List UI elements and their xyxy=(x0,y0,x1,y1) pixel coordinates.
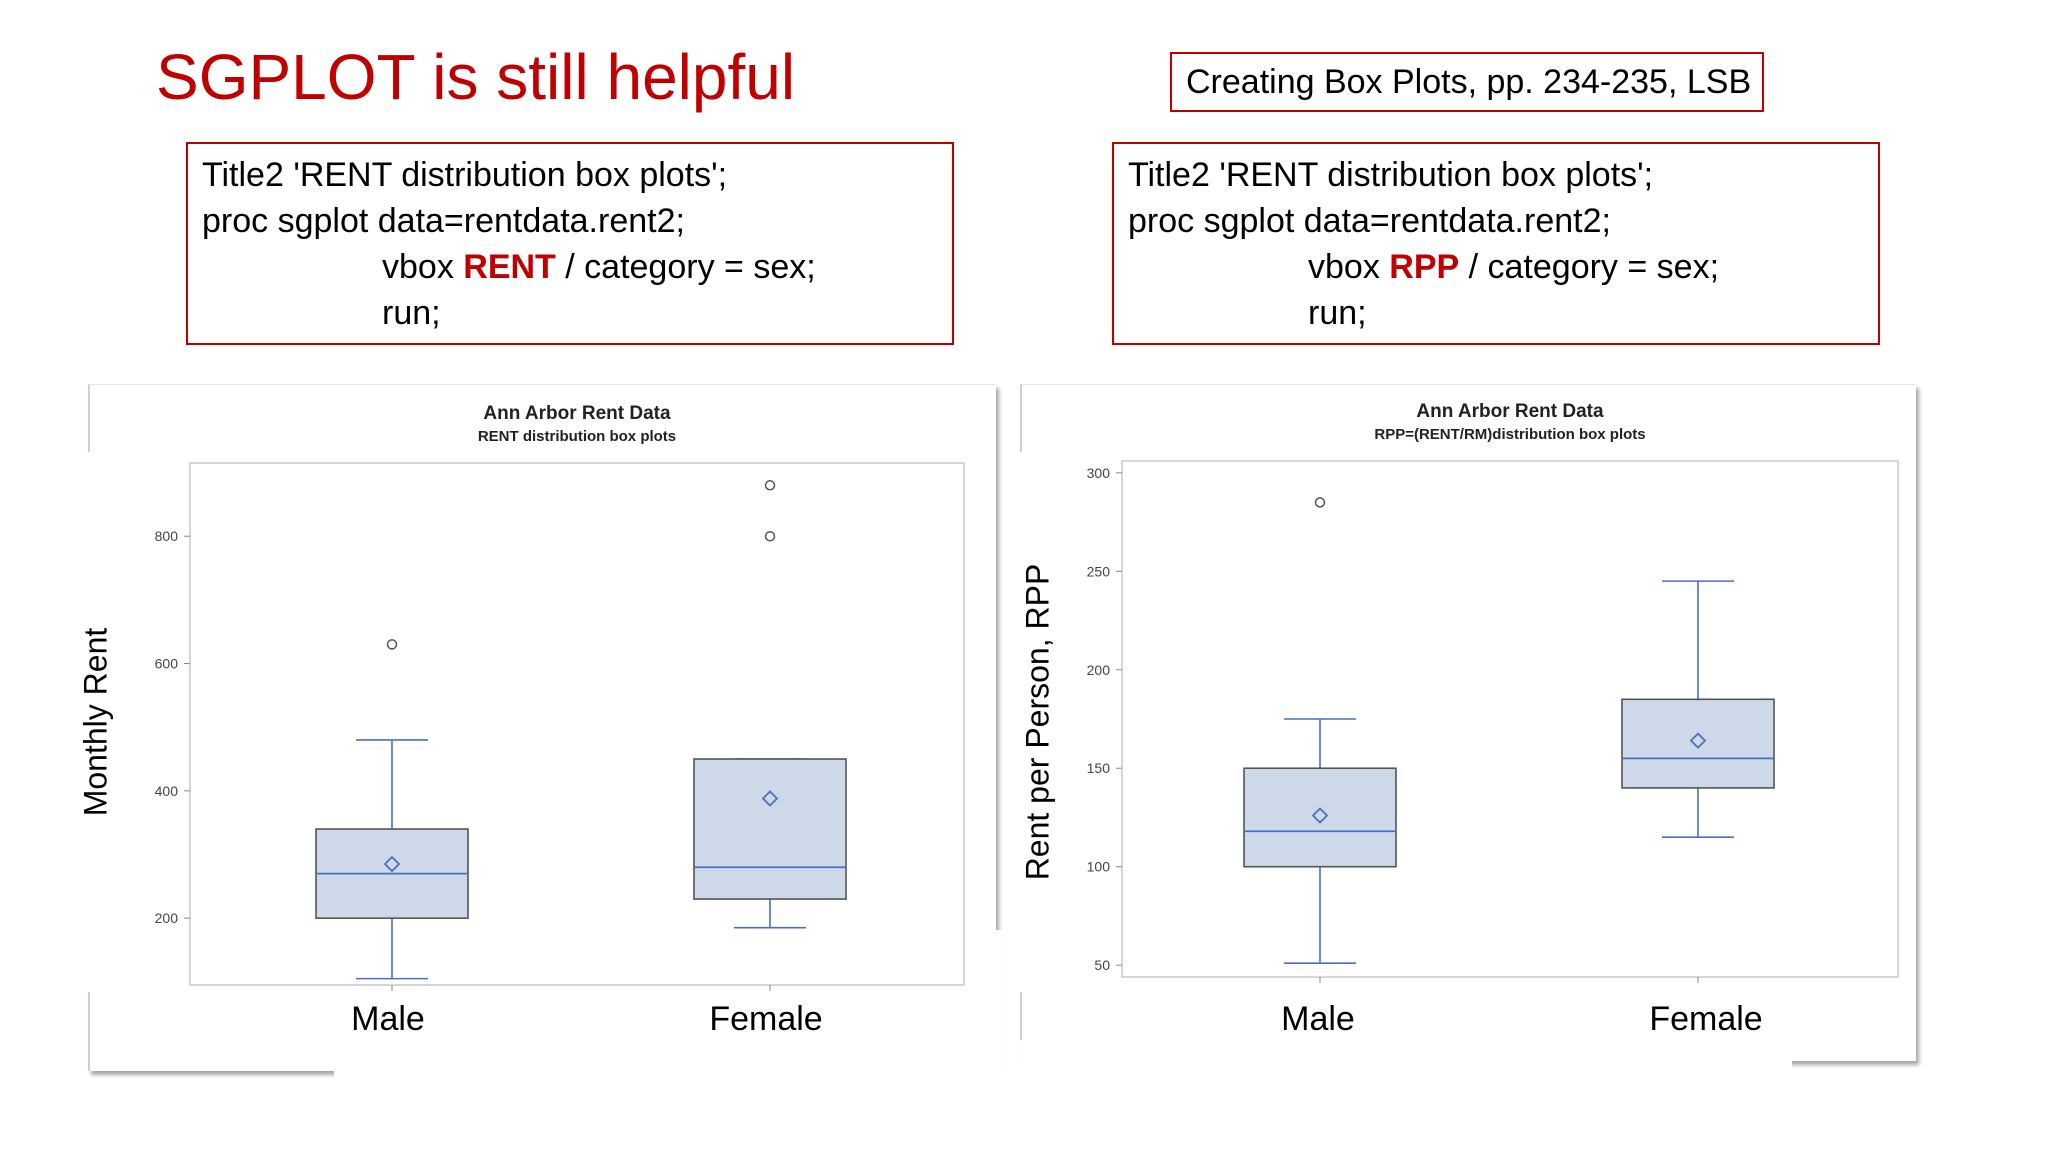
rent-box-plot: Ann Arbor Rent Data RENT distribution box… xyxy=(88,384,996,1071)
x-category-label: Female xyxy=(709,1000,823,1038)
y-axis-label-left: Monthly Rent xyxy=(77,627,114,817)
outlier-point xyxy=(764,530,776,542)
frame-gap xyxy=(1008,452,1030,992)
code-line-vbox: vbox RENT / category = sex; xyxy=(202,244,938,290)
reference-box: Creating Box Plots, pp. 234-235, LSB xyxy=(1170,52,1764,112)
x-category-label: Female xyxy=(1649,1000,1763,1038)
code-text: / category = sex; xyxy=(1459,248,1720,286)
plot-subtitle: RPP=(RENT/RM)distribution box plots xyxy=(1374,426,1645,443)
frame-gap xyxy=(1020,1040,1792,1080)
x-category-label: Male xyxy=(351,1000,425,1038)
frame-gap xyxy=(76,452,98,992)
mean-marker xyxy=(1689,732,1707,749)
y-tick-label: 600 xyxy=(155,656,179,672)
code-text: / category = sex; xyxy=(555,248,816,286)
code-line: run; xyxy=(1308,294,1367,332)
mean-marker xyxy=(383,855,401,873)
code-line: proc sgplot data=rentdata.rent2; xyxy=(202,202,685,240)
rpp-box-plot: Ann Arbor Rent Data RPP=(RENT/RM)distribu… xyxy=(1020,384,1916,1061)
y-tick-label: 200 xyxy=(1087,662,1111,678)
code-variable: RENT xyxy=(463,248,556,286)
code-text: vbox xyxy=(1308,248,1390,286)
code-line: Title2 'RENT distribution box plots'; xyxy=(1128,156,1654,194)
plot-subtitle: RENT distribution box plots xyxy=(478,428,676,445)
y-tick-label: 200 xyxy=(155,910,179,926)
plot-wall xyxy=(189,462,965,986)
outlier-point xyxy=(1314,497,1326,508)
plot-title: Ann Arbor Rent Data xyxy=(483,403,671,424)
code-box-left: Title2 'RENT distribution box plots'; pr… xyxy=(186,142,954,345)
iqr-box xyxy=(693,758,847,900)
code-variable: RPP xyxy=(1389,248,1460,286)
rent-box-plot-svg: Ann Arbor Rent Data RENT distribution box… xyxy=(155,403,965,991)
code-line: Title2 'RENT distribution box plots'; xyxy=(202,156,728,194)
y-tick-label: 250 xyxy=(1087,563,1111,579)
outlier-point xyxy=(386,639,398,650)
y-tick-label: 100 xyxy=(1087,859,1111,875)
frame-gap xyxy=(334,1062,996,1092)
rpp-box-plot-svg: Ann Arbor Rent Data RPP=(RENT/RM)distribu… xyxy=(1087,401,1899,983)
code-line: proc sgplot data=rentdata.rent2; xyxy=(1128,202,1611,240)
iqr-box xyxy=(1243,767,1397,868)
plot-title: Ann Arbor Rent Data xyxy=(1416,401,1604,422)
frame-gap xyxy=(988,930,1002,1090)
y-tick-label: 150 xyxy=(1087,760,1111,776)
y-tick-label: 300 xyxy=(1087,465,1111,481)
code-line: run; xyxy=(382,294,441,332)
slide-title: SGPLOT is still helpful xyxy=(156,41,796,113)
y-axis-label-right: Rent per Person, RPP xyxy=(1019,563,1056,881)
y-tick-label: 50 xyxy=(1094,957,1110,973)
code-box-right: Title2 'RENT distribution box plots'; pr… xyxy=(1112,142,1880,345)
x-category-label: Male xyxy=(1281,1000,1355,1038)
code-line-vbox: vbox RPP / category = sex; xyxy=(1128,244,1864,290)
mean-marker xyxy=(1311,807,1329,824)
outlier-point xyxy=(764,480,776,491)
y-tick-label: 800 xyxy=(155,528,179,544)
mean-marker xyxy=(761,790,779,807)
plot-wall xyxy=(1121,460,1899,978)
iqr-box xyxy=(1621,698,1775,789)
code-text: vbox xyxy=(382,248,464,286)
y-tick-label: 400 xyxy=(155,783,179,799)
